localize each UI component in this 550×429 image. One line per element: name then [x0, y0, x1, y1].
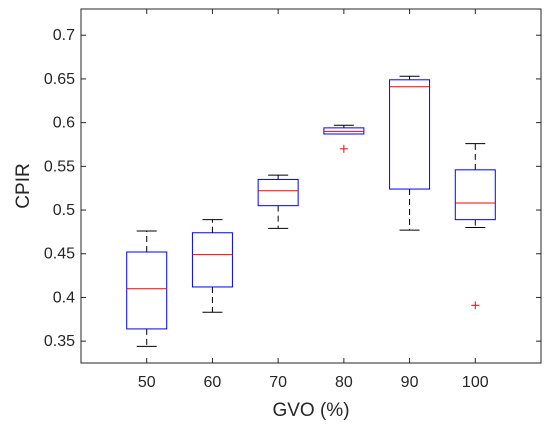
box-iqr	[454, 169, 496, 221]
box-iqr	[126, 251, 168, 330]
box-iqr	[389, 79, 431, 190]
y-tick-label: 0.6	[53, 115, 75, 132]
outlier-marker	[471, 301, 480, 310]
y-tick-label: 0.7	[53, 27, 75, 44]
y-axis-label: CPIR	[13, 163, 34, 208]
box-group	[257, 174, 299, 229]
box-group	[126, 230, 168, 347]
box-group	[389, 75, 431, 231]
y-tick-label: 0.35	[44, 333, 75, 350]
y-tick-label: 0.45	[44, 246, 75, 263]
y-tick-label: 0.4	[53, 289, 75, 306]
outlier-marker	[339, 144, 348, 153]
box-group	[191, 219, 233, 313]
y-tick-label: 0.5	[53, 202, 75, 219]
box-group	[454, 143, 496, 310]
x-tick-label: 90	[401, 374, 419, 391]
x-tick-label: 100	[462, 374, 489, 391]
x-tick-label: 80	[335, 374, 353, 391]
plot-frame	[80, 8, 542, 364]
x-tick-label: 50	[138, 374, 156, 391]
x-tick-label: 60	[204, 374, 222, 391]
x-axis-label: GVO (%)	[272, 400, 349, 421]
y-tick-label: 0.65	[44, 71, 75, 88]
box-iqr	[257, 178, 299, 207]
x-tick-label: 70	[269, 374, 287, 391]
box-iqr	[191, 232, 233, 288]
y-tick-label: 0.55	[44, 158, 75, 175]
box-group	[323, 124, 365, 153]
plot-area: 0.35 0.4 0.45 0.5 0.55 0.6 0.65 0.7 50 60 70 80 90 10…	[44, 8, 542, 391]
